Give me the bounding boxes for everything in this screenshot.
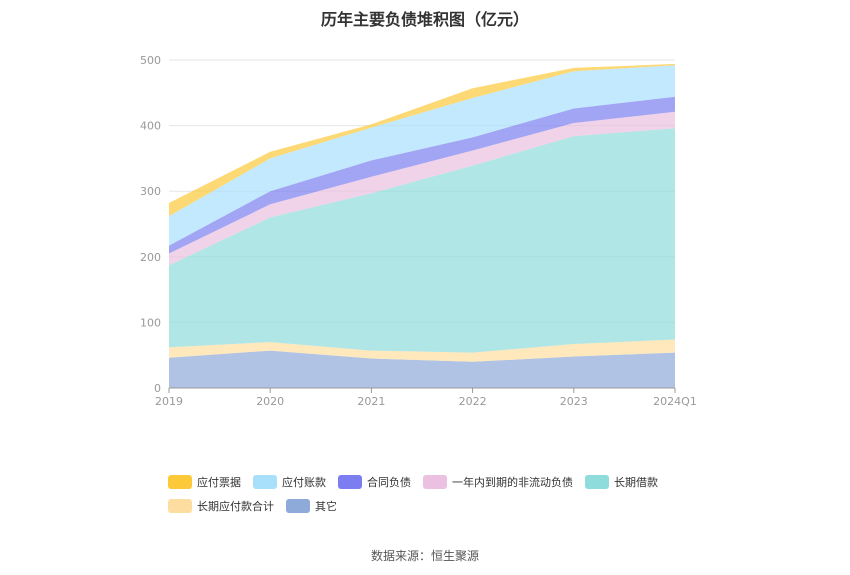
legend-item[interactable]: 合同负债	[338, 474, 411, 490]
legend-swatch	[585, 475, 609, 489]
area-series-1	[169, 339, 675, 362]
x-tick-label: 2023	[560, 395, 588, 408]
legend-swatch	[286, 499, 310, 513]
legend-swatch	[423, 475, 447, 489]
y-tick-label: 100	[140, 316, 161, 329]
legend-swatch	[338, 475, 362, 489]
legend-label: 合同负债	[367, 476, 411, 489]
legend-label: 长期应付款合计	[197, 500, 274, 513]
x-tick-label: 2019	[155, 395, 183, 408]
legend-item[interactable]: 应付账款	[253, 474, 326, 490]
x-tick-label: 2021	[357, 395, 385, 408]
x-tick-label: 2022	[459, 395, 487, 408]
legend-item[interactable]: 长期借款	[585, 474, 658, 490]
legend-item[interactable]: 长期应付款合计	[168, 498, 274, 514]
legend-swatch	[168, 475, 192, 489]
legend: 应付票据 应付账款 合同负债 一年内到期的非流动负债 长期借款长期应付款合计 其它	[168, 474, 728, 514]
legend-swatch	[168, 499, 192, 513]
legend-label: 应付票据	[197, 476, 241, 489]
data-source: 数据来源：恒生聚源	[370, 549, 479, 563]
area-series-2	[169, 128, 675, 353]
y-tick-label: 500	[140, 54, 161, 67]
y-tick-label: 200	[140, 251, 161, 264]
legend-item[interactable]: 应付票据	[168, 474, 241, 490]
x-tick-label: 2020	[256, 395, 284, 408]
area-series-0	[169, 350, 675, 388]
area-chart: 0 100 200 300 400 500 2019 2020 2021 2022 2023 2024…	[140, 54, 697, 408]
area-series-4	[169, 96, 675, 254]
legend-item[interactable]: 一年内到期的非流动负债	[423, 474, 573, 490]
legend-item[interactable]: 其它	[286, 498, 337, 514]
legend-label: 一年内到期的非流动负债	[452, 476, 573, 489]
y-tick-label: 0	[154, 382, 161, 395]
x-tick-label: 2024Q1	[653, 395, 697, 408]
y-tick-label: 300	[140, 185, 161, 198]
legend-label: 其它	[315, 500, 337, 513]
y-tick-label: 400	[140, 120, 161, 133]
area-series-3	[169, 111, 675, 266]
legend-label: 应付账款	[282, 476, 326, 489]
area-series-5	[169, 65, 675, 246]
legend-label: 长期借款	[614, 476, 658, 489]
legend-row: 应付票据 应付账款 合同负债 一年内到期的非流动负债 长期借款长期应付款合计 其它	[168, 474, 728, 514]
chart-title: 历年主要负债堆积图（亿元）	[320, 10, 529, 29]
legend-swatch	[253, 475, 277, 489]
